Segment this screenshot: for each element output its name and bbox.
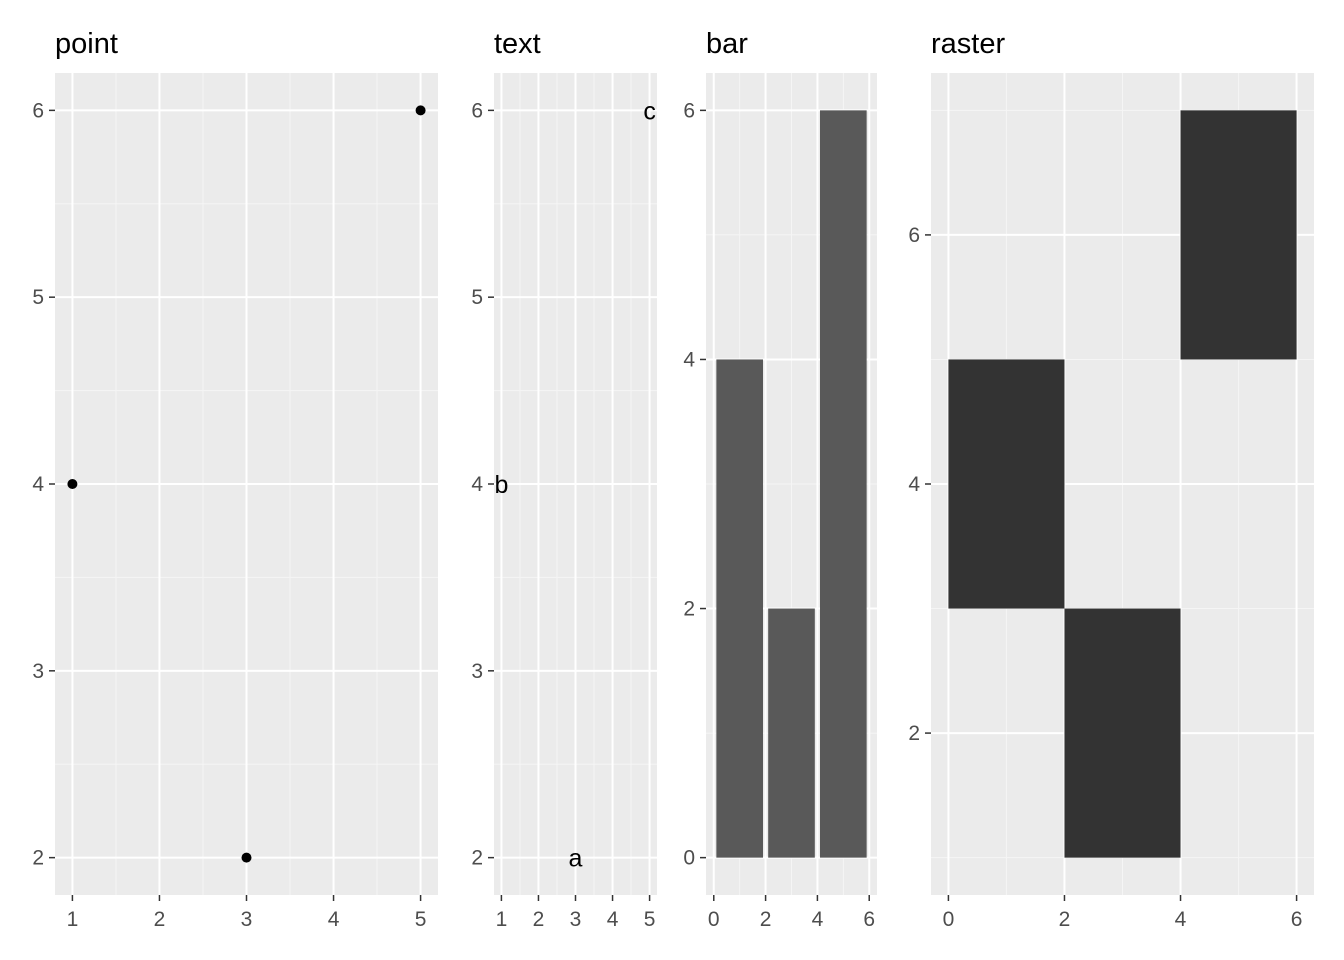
text-label-c: c — [643, 97, 656, 125]
text-label-a: a — [569, 845, 583, 873]
raster-tile — [1064, 608, 1181, 858]
x-tick-label: 1 — [67, 908, 79, 931]
x-tick-label: 0 — [708, 908, 720, 931]
y-tick-label: 4 — [908, 473, 920, 496]
y-tick-label: 6 — [471, 99, 483, 122]
panel-text: a b c 1 2 3 4 5 2 3 4 5 6 text — [471, 28, 657, 931]
x-tick-label: 2 — [760, 908, 772, 931]
x-tick-label: 0 — [943, 908, 955, 931]
panel-title: point — [55, 28, 118, 60]
y-tick-label: 6 — [32, 99, 44, 122]
panel-point: 1 2 3 4 5 2 3 4 5 6 point — [32, 28, 438, 931]
bar — [716, 359, 763, 858]
x-tick-label: 6 — [863, 908, 875, 931]
x-tick-label: 4 — [812, 908, 824, 931]
text-label-b: b — [494, 471, 508, 499]
x-tick-label: 2 — [154, 908, 166, 931]
x-tick-label: 2 — [533, 908, 545, 931]
y-tick-label: 6 — [908, 224, 920, 247]
x-tick-label: 5 — [644, 908, 656, 931]
data-point — [415, 105, 426, 116]
y-tick-label: 4 — [471, 473, 483, 496]
panel-bar: 0 2 4 6 0 2 4 6 bar — [683, 28, 877, 931]
y-tick-label: 6 — [683, 99, 695, 122]
y-tick-label: 4 — [683, 348, 695, 371]
x-tick-label: 4 — [328, 908, 340, 931]
panel-title: raster — [931, 28, 1005, 60]
bar — [820, 110, 867, 858]
y-tick-label: 3 — [32, 660, 44, 683]
y-tick-label: 5 — [471, 286, 483, 309]
raster-tile — [1180, 110, 1297, 360]
x-tick-label: 6 — [1291, 908, 1303, 931]
y-tick-label: 2 — [471, 847, 483, 870]
y-tick-label: 0 — [683, 847, 695, 870]
y-tick-label: 5 — [32, 286, 44, 309]
x-tick-label: 1 — [496, 908, 508, 931]
panel-title: text — [494, 28, 541, 60]
x-tick-label: 3 — [570, 908, 582, 931]
data-point — [67, 479, 78, 489]
x-tick-label: 2 — [1059, 908, 1071, 931]
bar — [768, 608, 815, 858]
panel-raster: 0 2 4 6 2 4 6 raster — [908, 28, 1314, 931]
y-tick-label: 2 — [683, 598, 695, 621]
y-tick-label: 2 — [908, 722, 920, 745]
y-tick-label: 4 — [32, 473, 44, 496]
data-point — [241, 852, 252, 863]
raster-tile — [948, 359, 1065, 609]
y-tick-label: 2 — [32, 847, 44, 870]
x-tick-label: 5 — [415, 908, 427, 931]
panel-title: bar — [706, 28, 748, 60]
y-tick-label: 3 — [471, 660, 483, 683]
x-tick-label: 3 — [241, 908, 253, 931]
x-tick-label: 4 — [607, 908, 619, 931]
x-tick-label: 4 — [1175, 908, 1187, 931]
